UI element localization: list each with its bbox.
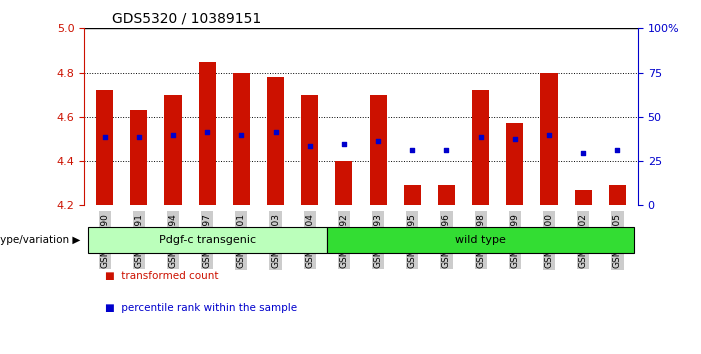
Bar <box>472 90 489 205</box>
Point <box>475 134 486 139</box>
Bar <box>233 73 250 205</box>
Bar <box>609 185 626 205</box>
Text: ■  percentile rank within the sample: ■ percentile rank within the sample <box>105 303 297 313</box>
Bar <box>301 95 318 205</box>
Point <box>407 147 418 153</box>
Bar <box>335 161 353 205</box>
Point <box>543 132 554 137</box>
Point <box>509 136 520 142</box>
Bar <box>165 95 182 205</box>
Bar <box>506 124 524 205</box>
Bar <box>540 73 557 205</box>
Bar <box>404 185 421 205</box>
Text: genotype/variation ▶: genotype/variation ▶ <box>0 235 81 245</box>
Point <box>202 130 213 135</box>
Text: wild type: wild type <box>455 235 506 245</box>
FancyBboxPatch shape <box>88 227 327 253</box>
Bar <box>130 110 147 205</box>
Point <box>304 143 315 148</box>
Text: ■  transformed count: ■ transformed count <box>105 271 219 281</box>
Point <box>339 142 350 147</box>
Bar <box>575 190 592 205</box>
Point <box>168 132 179 137</box>
Point <box>372 138 383 144</box>
Bar <box>438 185 455 205</box>
Bar <box>267 77 284 205</box>
Text: GDS5320 / 10389151: GDS5320 / 10389151 <box>111 12 261 26</box>
Bar <box>369 95 387 205</box>
Point <box>270 130 281 135</box>
Point <box>236 132 247 137</box>
Point <box>441 147 452 153</box>
Point <box>578 150 589 156</box>
Text: Pdgf-c transgenic: Pdgf-c transgenic <box>158 235 256 245</box>
FancyBboxPatch shape <box>327 227 634 253</box>
Point <box>133 134 144 139</box>
Bar <box>198 62 216 205</box>
Point <box>612 147 623 153</box>
Point <box>99 134 110 139</box>
Bar <box>96 90 113 205</box>
